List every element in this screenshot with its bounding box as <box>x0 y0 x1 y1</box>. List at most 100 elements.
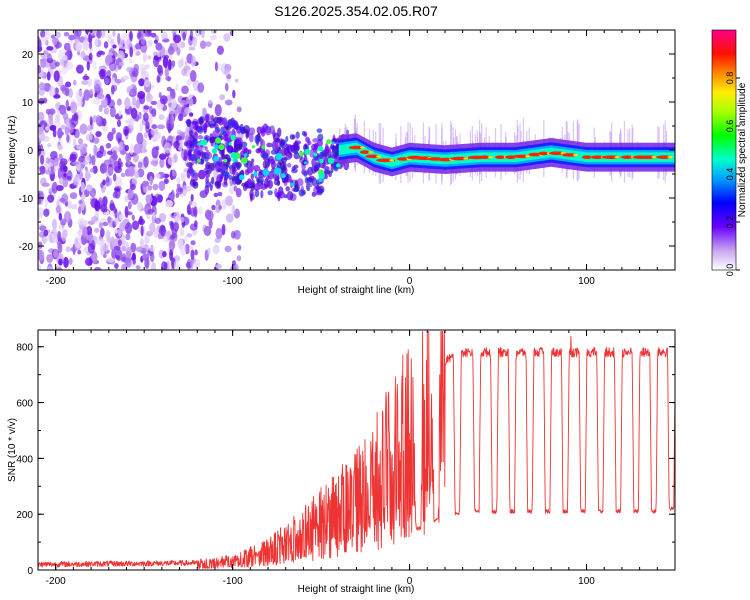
heatmap-cell <box>142 180 150 187</box>
heatmap-cell <box>210 30 218 34</box>
heatmap-cell <box>68 257 73 265</box>
heatmap-cell <box>55 61 60 67</box>
heatmap-cell <box>150 32 157 38</box>
heatmap-cell <box>179 227 185 237</box>
heatmap-cell <box>57 127 63 139</box>
heatmap-cell <box>46 46 54 51</box>
heatmap-cell <box>173 211 181 223</box>
heatmap-cell <box>233 185 238 192</box>
heatmap-cell <box>235 78 239 83</box>
heatmap-cell <box>92 165 98 174</box>
heatmap-cell <box>66 134 70 143</box>
colorbar-ticks: 0.0 0.2 0.4 0.6 0.8 <box>725 72 740 276</box>
heatmap-cell <box>135 99 141 109</box>
y-tick-label: 0 <box>27 566 33 577</box>
heatmap-cell <box>255 137 260 147</box>
heatmap-cell <box>101 124 109 132</box>
heatmap-cell <box>86 225 93 236</box>
heatmap-cell <box>285 186 290 192</box>
heatmap-cell <box>117 157 122 170</box>
heatmap-cell <box>212 244 220 255</box>
heatmap-cell <box>159 224 166 237</box>
heatmap-cell <box>102 221 109 227</box>
heatmap-cell <box>94 200 101 212</box>
heatmap-cell <box>214 61 218 72</box>
heatmap-cell <box>43 208 50 217</box>
heatmap-cell <box>63 31 70 37</box>
heatmap-cell <box>135 246 144 253</box>
heatmap-cell <box>191 120 198 125</box>
heatmap-cell <box>98 104 103 113</box>
heatmap-cell <box>263 178 269 189</box>
heatmap-cell <box>285 153 292 161</box>
heatmap-cell <box>256 176 260 183</box>
heatmap-cell <box>216 45 224 55</box>
heatmap-cell <box>204 146 208 151</box>
heatmap-cell <box>89 116 93 126</box>
heatmap-cell <box>190 240 196 246</box>
heatmap-cell <box>76 144 83 150</box>
heatmap-cell <box>241 182 248 187</box>
heatmap-cell <box>60 131 64 136</box>
heatmap-cell <box>158 114 165 120</box>
heatmap-cell <box>121 241 129 249</box>
heatmap-cell <box>94 38 99 47</box>
heatmap-cell <box>170 232 178 239</box>
heatmap-cell <box>58 177 64 185</box>
heatmap-cell <box>141 146 146 153</box>
heatmap-cell <box>108 61 117 72</box>
heatmap-cell <box>250 173 254 180</box>
heatmap-cell <box>104 77 110 85</box>
heatmap-cell <box>139 238 145 250</box>
heatmap-cell <box>262 160 267 169</box>
heatmap-cell <box>106 257 115 263</box>
heatmap-cell <box>149 245 156 252</box>
heatmap-cell <box>162 56 169 68</box>
heatmap-cell <box>173 259 180 270</box>
heatmap-cell <box>211 204 216 211</box>
heatmap-cell <box>149 222 156 233</box>
heatmap-cell <box>167 123 172 134</box>
heatmap-cell <box>117 32 121 45</box>
heatmap-warm-blob <box>389 159 395 162</box>
heatmap-cell <box>159 157 165 169</box>
heatmap-cell <box>94 92 98 98</box>
heatmap-cell <box>93 60 97 71</box>
heatmap-bright-cell <box>327 157 335 164</box>
heatmap-cell <box>150 128 159 136</box>
heatmap-cell <box>298 189 305 197</box>
heatmap-cell <box>75 41 83 52</box>
heatmap-cell <box>201 107 207 119</box>
heatmap-cell <box>184 107 192 115</box>
heatmap-bright-cell <box>238 174 245 181</box>
heatmap-cell <box>56 143 61 149</box>
heatmap-cell <box>59 197 66 203</box>
heatmap-warm-blob <box>573 153 579 157</box>
heatmap-cell <box>153 210 158 216</box>
heatmap-bright-cell <box>240 157 248 164</box>
heatmap-cell <box>74 236 82 249</box>
heatmap-cell <box>47 194 55 203</box>
heatmap-warm-blob <box>525 155 531 158</box>
heatmap-cell <box>84 166 88 172</box>
heatmap-bright-cell <box>313 152 318 157</box>
heatmap-cell <box>199 40 207 50</box>
heatmap-cell <box>185 119 192 125</box>
heatmap-cell <box>189 179 196 187</box>
heatmap-cell <box>303 131 308 137</box>
heatmap-cell <box>180 216 185 223</box>
heatmap-cell <box>221 224 226 236</box>
heatmap-cell <box>205 41 212 47</box>
heatmap-cell <box>135 43 142 50</box>
heatmap-cell <box>188 112 194 117</box>
heatmap-cell <box>40 53 48 58</box>
heatmap-cell <box>320 151 326 158</box>
heatmap-cell <box>152 137 158 143</box>
heatmap-cell <box>59 59 65 66</box>
heatmap-cell <box>71 203 78 210</box>
heatmap-cell <box>163 262 168 270</box>
heatmap-cell <box>118 214 124 221</box>
x-tick-label: -100 <box>223 276 243 287</box>
snr-panel: -200 -100 0 100 0 200 400 600 800 Height of str… <box>7 329 676 595</box>
y-tick-label: 600 <box>16 399 33 410</box>
